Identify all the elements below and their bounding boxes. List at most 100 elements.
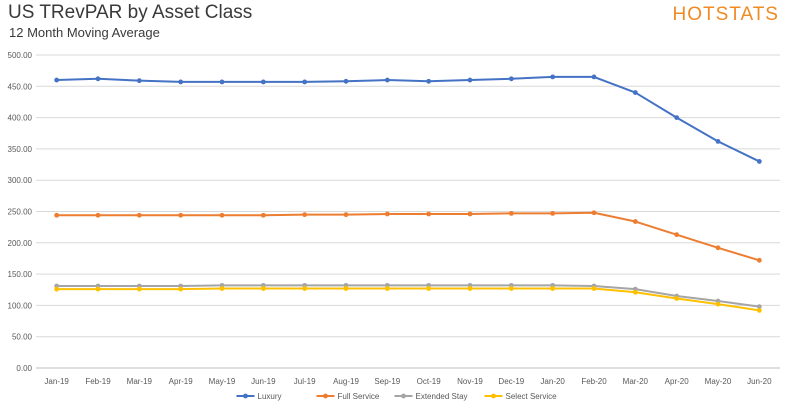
legend: Luxury Full Service Extended Stay Select Se… <box>236 392 558 401</box>
data-point <box>260 79 266 85</box>
series-line <box>56 75 760 163</box>
x-tick-label: Apr-19 <box>169 377 194 386</box>
chart-title: US TRevPAR by Asset Class <box>8 2 253 23</box>
x-tick-label: Dec-19 <box>498 377 524 386</box>
data-point <box>591 74 597 80</box>
x-tick-label: Jan-20 <box>540 377 565 386</box>
data-point <box>219 286 225 291</box>
x-tick-label: Sep-19 <box>374 377 400 386</box>
legend-item: Luxury <box>236 392 282 401</box>
x-tick-label: May-20 <box>705 377 732 386</box>
data-point <box>550 210 556 216</box>
data-point <box>756 159 762 164</box>
legend-marker <box>243 393 248 399</box>
data-point <box>674 232 680 238</box>
data-point <box>591 210 597 216</box>
x-axis-tick-labels: Jan-19 Feb-19 Mar-19 Apr-19 May-19 Jun-19 Jul-… <box>44 377 772 386</box>
x-tick-label: Mar-20 <box>623 377 649 386</box>
data-point <box>674 115 680 120</box>
data-point <box>302 286 308 291</box>
data-point <box>715 245 721 251</box>
series-select-service <box>54 286 762 313</box>
y-tick-label: 400.00 <box>8 114 33 123</box>
gridlines <box>36 54 780 369</box>
data-point <box>54 77 60 83</box>
data-point <box>384 77 390 83</box>
data-point <box>302 79 308 85</box>
legend-label: Luxury <box>258 392 282 401</box>
data-point <box>219 212 225 218</box>
data-point <box>219 79 225 85</box>
y-tick-label: 350.00 <box>8 145 33 154</box>
data-point <box>54 212 60 218</box>
legend-label: Extended Stay <box>416 392 468 401</box>
data-point <box>632 289 638 295</box>
x-tick-label: Jan-19 <box>44 377 69 386</box>
x-tick-label: Feb-19 <box>85 377 111 386</box>
data-point <box>343 286 349 291</box>
x-tick-label: Apr-20 <box>665 377 690 386</box>
legend-item: Full Service <box>316 392 380 401</box>
data-point <box>467 286 473 291</box>
data-point <box>756 257 762 263</box>
legend-label: Full Service <box>338 392 380 401</box>
data-point <box>95 76 101 82</box>
y-tick-label: 100.00 <box>8 301 33 310</box>
data-point <box>756 304 762 310</box>
series-full-service <box>54 210 762 263</box>
data-point <box>260 212 266 218</box>
data-point <box>715 301 721 307</box>
series-line <box>56 284 760 308</box>
data-point <box>95 286 101 292</box>
legend-item: Select Service <box>484 392 558 401</box>
data-point <box>178 286 184 292</box>
data-point <box>260 286 266 291</box>
data-point <box>136 212 142 218</box>
y-tick-label: 200.00 <box>8 239 33 248</box>
legend-item: Extended Stay <box>394 392 468 401</box>
data-point <box>426 286 432 291</box>
legend-label: Select Service <box>506 392 558 401</box>
data-point <box>302 212 308 218</box>
data-point <box>508 76 514 82</box>
x-tick-label: Jul-19 <box>294 377 316 386</box>
hotstats-logo: HOTSTATS <box>672 4 779 25</box>
x-tick-label: Oct-19 <box>417 377 442 386</box>
data-point <box>95 212 101 218</box>
data-point <box>715 138 721 144</box>
y-axis-tick-labels: 0.00 50.00 100.00 150.00 200.00 250.00 300.00 3… <box>8 51 33 373</box>
data-point <box>426 78 432 84</box>
series-line <box>56 287 760 312</box>
series-luxury <box>54 74 762 164</box>
data-point <box>508 286 514 291</box>
data-point <box>136 78 142 84</box>
y-tick-label: 50.00 <box>12 333 33 342</box>
data-point <box>178 212 184 218</box>
series-lines <box>54 74 762 313</box>
data-point <box>54 286 60 292</box>
data-point <box>550 74 556 80</box>
data-point <box>343 212 349 218</box>
legend-marker <box>401 393 406 399</box>
x-tick-label: Aug-19 <box>333 377 359 386</box>
y-tick-label: 0.00 <box>16 364 32 373</box>
data-point <box>508 210 514 216</box>
y-tick-label: 150.00 <box>8 270 33 279</box>
data-point <box>426 211 432 217</box>
data-point <box>178 79 184 85</box>
legend-marker <box>323 393 328 399</box>
legend-marker <box>491 393 496 399</box>
data-point <box>674 296 680 301</box>
data-point <box>591 286 597 291</box>
data-point <box>136 286 142 292</box>
data-point <box>343 78 349 84</box>
x-tick-label: Mar-19 <box>127 377 153 386</box>
series-line <box>56 211 760 262</box>
x-tick-label: Jun-19 <box>251 377 276 386</box>
data-point <box>550 286 556 291</box>
x-tick-label: Nov-19 <box>457 377 483 386</box>
y-tick-label: 300.00 <box>8 176 33 185</box>
data-point <box>467 77 473 83</box>
x-tick-label: Feb-20 <box>581 377 607 386</box>
x-tick-label: Jun-20 <box>747 377 772 386</box>
